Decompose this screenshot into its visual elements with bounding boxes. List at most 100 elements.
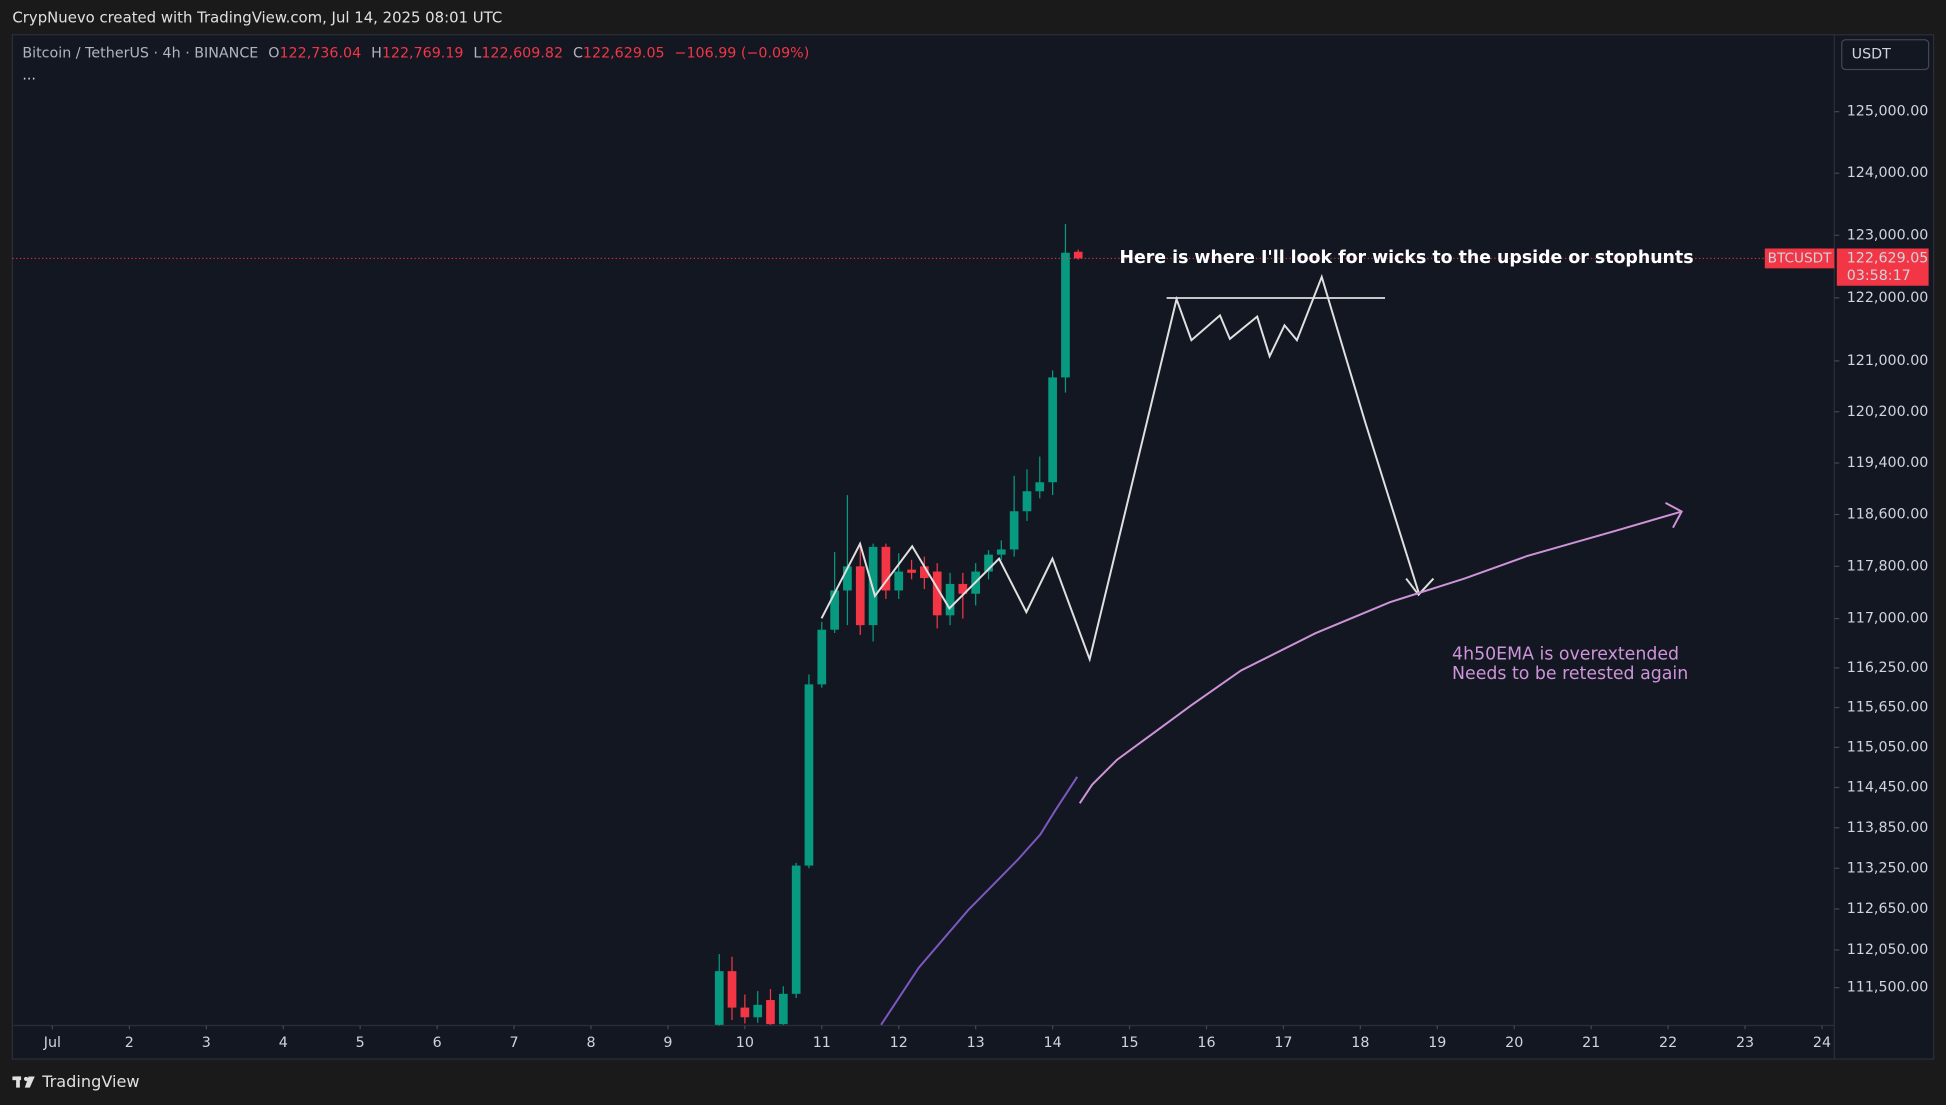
candle-body	[740, 1007, 750, 1018]
legend-symbol: Bitcoin / TetherUS · 4h · BINANCE	[22, 45, 258, 61]
candle-body	[791, 865, 801, 994]
candle-body	[778, 993, 788, 1025]
x-tick-label: 11	[813, 1035, 831, 1051]
y-tick-label: 118,600.00	[1847, 506, 1929, 522]
candle-body	[1073, 251, 1083, 259]
x-tick-label: 2	[125, 1035, 134, 1051]
y-tick-label: 122,000.00	[1847, 290, 1929, 306]
x-tick-label: 19	[1428, 1035, 1446, 1051]
y-tick-label: 111,500.00	[1847, 980, 1929, 996]
y-tick-label: 116,250.00	[1847, 660, 1929, 676]
candle-body	[1022, 491, 1032, 512]
candle-body	[920, 566, 929, 579]
x-tick-label: 6	[433, 1035, 442, 1051]
drawn-arrowhead	[1405, 577, 1435, 597]
annotation: Needs to be retested again	[1452, 664, 1688, 684]
x-tick-label: Jul	[43, 1035, 61, 1051]
countdown-label: 03:58:17	[1847, 268, 1911, 284]
candle-body	[727, 971, 737, 1008]
x-tick-label: 23	[1736, 1035, 1754, 1051]
y-tick-label: 115,650.00	[1847, 700, 1929, 716]
y-tick-label: 112,050.00	[1847, 942, 1929, 958]
candle-body	[984, 554, 993, 572]
y-tick-label: 117,000.00	[1847, 611, 1929, 627]
drawn-path	[820, 273, 1420, 663]
candle-body	[1009, 511, 1019, 550]
legend-key: H	[371, 45, 382, 61]
candle-body	[945, 583, 955, 616]
price-tag	[1836, 248, 1929, 286]
candle-body	[907, 569, 916, 573]
candle-body	[894, 571, 904, 591]
header-credit: CrypNuevo created with TradingView.com, …	[12, 9, 502, 27]
legend-value: 122,736.04	[279, 45, 361, 61]
currency-button[interactable]	[1841, 39, 1930, 71]
candle-body	[817, 629, 827, 685]
candle-body	[1048, 377, 1057, 483]
x-tick-label: 3	[202, 1035, 211, 1051]
candle-body	[843, 566, 852, 591]
candle-body	[804, 684, 814, 866]
x-tick-label: 20	[1505, 1035, 1523, 1051]
candle-body	[1035, 482, 1045, 492]
x-tick-label: 7	[510, 1035, 519, 1051]
x-tick-label: 22	[1659, 1035, 1677, 1051]
y-tick-label: 112,650.00	[1847, 901, 1929, 917]
y-tick-label: 120,200.00	[1847, 404, 1929, 420]
x-tick-label: 12	[890, 1035, 908, 1051]
y-tick-label: 113,250.00	[1847, 860, 1929, 876]
symbol-tag	[1764, 248, 1835, 269]
chart-pane	[11, 34, 1935, 1060]
legend: Bitcoin / TetherUS · 4h · BINANCE O122,73…	[22, 45, 809, 61]
annotation: 4h50EMA is overextended	[1452, 644, 1679, 664]
candle-body	[714, 971, 724, 1025]
currency-label: USDT	[1852, 47, 1891, 63]
ema-line	[880, 776, 1079, 1026]
x-tick-label: 14	[1044, 1035, 1062, 1051]
candle-body	[932, 571, 942, 616]
candle-body	[766, 1000, 775, 1025]
candle-body	[1061, 252, 1070, 378]
legend-value: 122,609.82	[481, 45, 563, 61]
y-tick-label: 119,400.00	[1847, 455, 1929, 471]
drawn-ema-projection	[1078, 510, 1682, 804]
price-tag-label: 122,629.05	[1847, 250, 1929, 266]
legend-more[interactable]: ...	[22, 68, 36, 84]
symbol-tag-label: BTCUSDT	[1768, 250, 1833, 266]
legend-value: 122,629.05	[583, 45, 665, 61]
x-tick-label: 17	[1274, 1035, 1292, 1051]
y-tick-label: 117,800.00	[1847, 558, 1929, 574]
x-tick-label: 16	[1197, 1035, 1215, 1051]
x-tick-label: 4	[279, 1035, 288, 1051]
candle-body	[958, 583, 968, 594]
footer-brand: TradingView	[41, 1072, 139, 1091]
brand-logo	[12, 1076, 35, 1088]
x-tick-label: 5	[356, 1035, 365, 1051]
y-tick-label: 125,000.00	[1847, 104, 1929, 120]
drawn-arrowhead	[1665, 501, 1683, 529]
annotation: Here is where I'll look for wicks to the…	[1119, 248, 1693, 268]
x-tick-label: 21	[1582, 1035, 1600, 1051]
x-tick-label: 18	[1351, 1035, 1369, 1051]
y-tick-label: 124,000.00	[1847, 165, 1929, 181]
y-tick-label: 113,850.00	[1847, 820, 1929, 836]
y-tick-label: 115,050.00	[1847, 739, 1929, 755]
legend-value: 122,769.19	[382, 45, 464, 61]
candle-body	[881, 546, 891, 591]
x-tick-label: 8	[586, 1035, 595, 1051]
candle-body	[996, 549, 1006, 555]
candle-body	[830, 590, 839, 630]
legend-key: O	[268, 45, 279, 61]
x-tick-label: 13	[967, 1035, 985, 1051]
x-tick-label: 10	[736, 1035, 754, 1051]
y-tick-label: 123,000.00	[1847, 227, 1929, 243]
x-tick-label: 15	[1120, 1035, 1138, 1051]
candle-body	[753, 1004, 763, 1018]
y-tick-label: 121,000.00	[1847, 353, 1929, 369]
y-tick-label: 114,450.00	[1847, 779, 1929, 795]
legend-key: C	[573, 45, 583, 61]
x-tick-label: 9	[663, 1035, 672, 1051]
legend-change: −106.99 (−0.09%)	[675, 45, 810, 61]
